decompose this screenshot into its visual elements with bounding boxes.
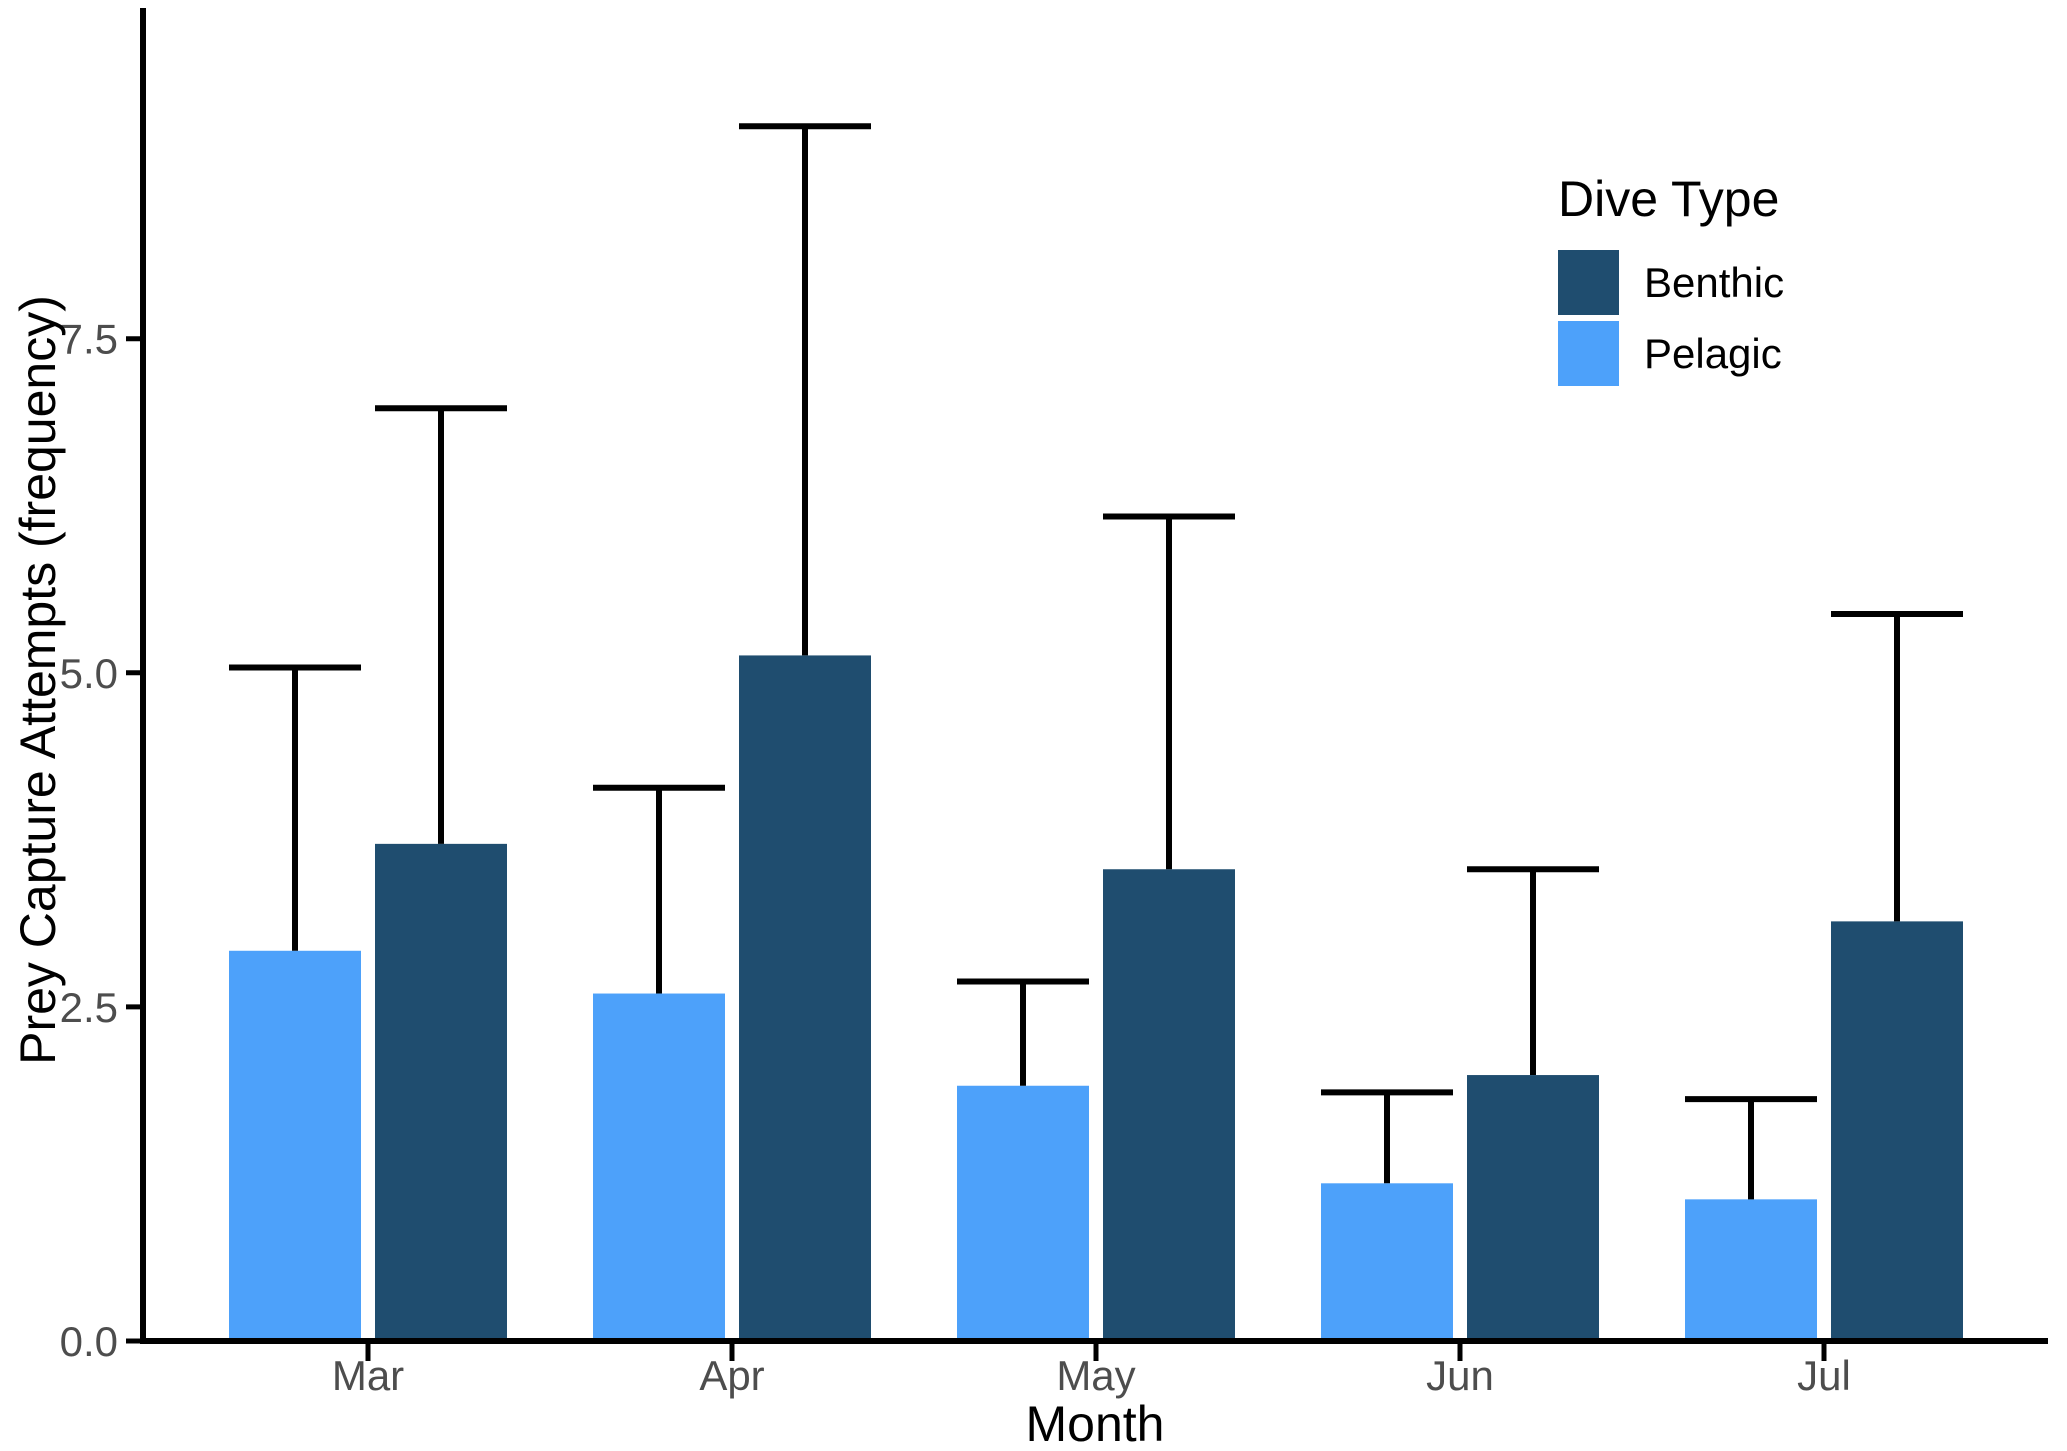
y-tick-label: 5.0 [60,650,118,697]
bar-benthic-jun [1467,1075,1599,1343]
y-axis-title: Prey Capture Attempts (frequency) [10,295,66,1065]
bar-pelagic-jul [1685,1199,1817,1343]
x-axis-line [140,1338,2048,1344]
x-tick-label-apr: Apr [699,1352,764,1399]
bar-benthic-apr [739,655,871,1343]
legend-swatch-pelagic [1558,321,1619,386]
x-axis-title: Month [1025,1396,1165,1451]
bar-benthic-mar [375,843,507,1343]
legend: Dive Type Benthic Pelagic [1558,170,1784,392]
legend-label-benthic: Benthic [1644,258,1785,306]
x-tick-label-may: May [1056,1352,1135,1399]
bar-pelagic-may [957,1085,1089,1343]
legend-swatch-benthic [1558,250,1619,315]
x-tick-label-mar: Mar [332,1352,404,1399]
legend-item-benthic: Benthic [1558,250,1784,315]
x-tick-label-jun: Jun [1426,1352,1494,1399]
bar-pelagic-apr [593,993,725,1343]
bar-benthic-jul [1831,921,1963,1343]
y-axis-line [140,8,146,1344]
legend-title: Dive Type [1558,171,1780,227]
y-tick-label: 7.5 [60,316,118,363]
bar-benthic-may [1103,869,1235,1343]
legend-item-pelagic: Pelagic [1558,321,1784,386]
bar-pelagic-jun [1321,1183,1453,1343]
x-tick-label-jul: Jul [1797,1352,1851,1399]
y-tick-label: 0.0 [60,1318,118,1365]
bar-pelagic-mar [229,950,361,1343]
legend-label-pelagic: Pelagic [1644,329,1782,377]
y-tick-label: 2.5 [60,984,118,1031]
